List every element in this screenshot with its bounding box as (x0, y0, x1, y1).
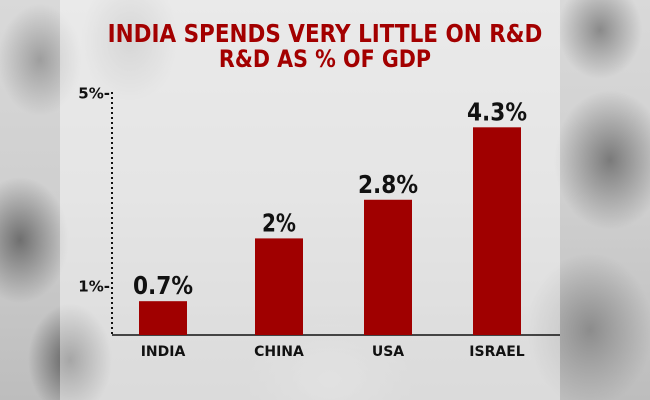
y-ticks: 1%- 5%- (78, 85, 110, 296)
chart-title: INDIA SPENDS VERY LITTLE ON R&D (107, 19, 543, 48)
y-tick-label: 1%- (78, 278, 110, 296)
x-tick-label-india: INDIA (141, 344, 186, 360)
x-tick-label-china: CHINA (254, 344, 304, 360)
chart-subtitle: R&D AS % OF GDP (218, 45, 432, 73)
bar-china (255, 238, 303, 335)
bar-israel (473, 127, 521, 335)
x-tick-label-israel: ISRAEL (469, 344, 524, 360)
x-tick-label-usa: USA (372, 344, 404, 360)
data-label-china: 2% (262, 208, 296, 237)
bar-usa (364, 199, 412, 335)
y-tick-label: 5%- (78, 85, 110, 103)
bars: 0.7% INDIA 2% CHINA 2.8% USA 4.3% ISRAEL (133, 97, 527, 360)
bar-india (139, 301, 187, 335)
data-label-usa: 2.8% (358, 170, 418, 199)
data-label-india: 0.7% (133, 271, 193, 300)
data-label-israel: 4.3% (467, 97, 527, 126)
